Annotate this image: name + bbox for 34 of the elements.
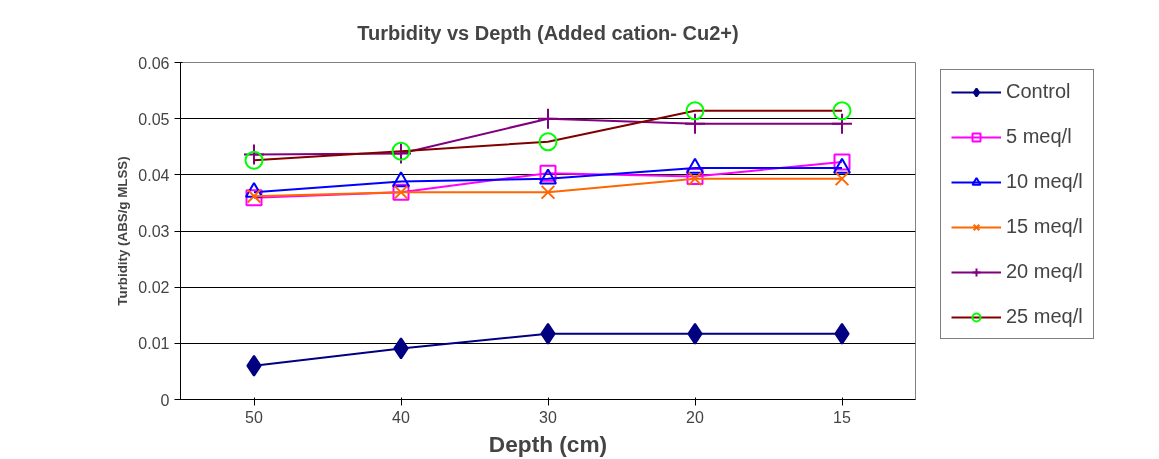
y-tick-label: 0.06 [138, 54, 170, 72]
x-tick-label: 20 [686, 408, 704, 426]
y-tick-label: 0.04 [138, 166, 170, 184]
point [833, 153, 851, 171]
point [834, 171, 850, 187]
point [832, 101, 852, 121]
y-tick-label: 0.03 [138, 223, 170, 240]
y-tick-label: 0.01 [138, 335, 170, 353]
y-tick-label: 0 [160, 391, 170, 409]
point [538, 132, 558, 152]
x-tick-label: 30 [539, 408, 557, 426]
y-tick-label: 0.02 [138, 279, 170, 297]
y-tick-label: 0.05 [138, 110, 170, 128]
point [685, 101, 705, 121]
x-axis-title: Depth (cm) [488, 430, 608, 457]
y-axis-title: Turbidity (ABS/g MLSS) [115, 156, 131, 306]
point [831, 112, 853, 135]
chart-title: Turbidity vs Depth (Added cation- Cu2+) [357, 21, 739, 44]
point [392, 171, 410, 188]
point [537, 107, 559, 130]
legend-label: 25 meq/l [1006, 305, 1083, 328]
legend-label: 10 meq/l [1006, 170, 1083, 193]
point [684, 112, 706, 135]
point [540, 184, 556, 200]
x-tick-label: 15 [833, 408, 851, 426]
x-tick-label: 50 [245, 408, 263, 426]
point [243, 143, 265, 166]
legend-label: 5 meq/l [1006, 125, 1072, 148]
legend-label: 20 meq/l [1006, 260, 1083, 283]
point [244, 150, 264, 170]
x-tick-label: 40 [392, 408, 410, 426]
point [539, 164, 557, 182]
legend-label: 15 meq/l [1006, 215, 1083, 238]
legend-label: Control [1006, 80, 1071, 103]
